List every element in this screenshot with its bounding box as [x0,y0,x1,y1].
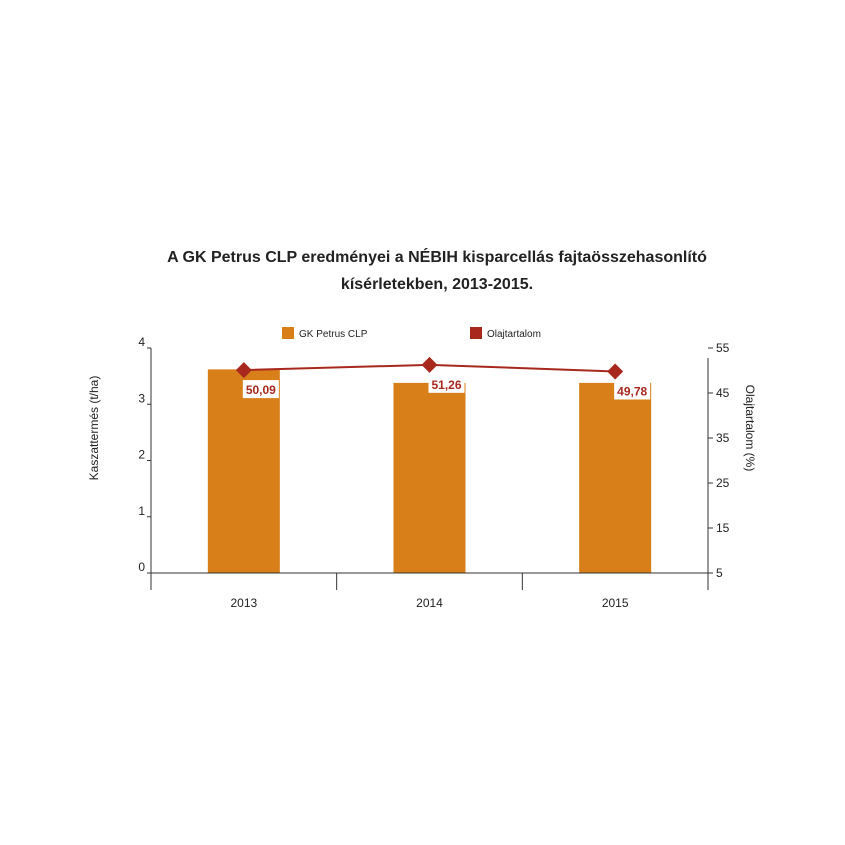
x-tick-label-2015: 2015 [602,596,629,610]
olajtartalom-point-2014 [421,356,438,373]
olajtartalom-point-2015 [607,363,624,380]
bar-2015 [579,382,652,573]
y-right-tick-label: 55 [716,341,730,355]
y-right-tick-label: 45 [716,386,730,400]
legend-label-line: Olajtartalom [487,329,541,340]
y-left-tick-label: 2 [138,448,145,462]
legend-swatch-bar [282,327,294,339]
y-left-tick-label: 1 [138,504,145,518]
y-right-tick-label: 15 [716,521,730,535]
bar-2014 [393,382,466,573]
y-left-axis-label: Kaszattermés (t/ha) [87,376,101,481]
data-label-2013: 50,09 [246,383,276,397]
y-right-tick-label: 25 [716,476,730,490]
data-label-bg [428,374,465,393]
y-left-tick-label: 3 [138,391,145,405]
y-right-axis-label: Olajtartalom (%) [743,385,757,472]
y-left-tick-label: 4 [138,335,145,349]
y-right-tick-label: 35 [716,431,730,445]
x-tick-label-2013: 2013 [230,596,257,610]
y-left-tick-label: 0 [138,560,145,574]
data-label-bg [614,381,651,400]
data-label-2015: 49,78 [617,384,647,398]
y-right-tick-label: 5 [716,566,723,580]
x-tick-label-2014: 2014 [416,596,443,610]
legend-swatch-line [470,327,482,339]
olajtartalom-point-2013 [235,362,252,379]
legend: GK Petrus CLP Olajtartalom [282,327,541,340]
data-label-2014: 51,26 [431,378,461,392]
bar-2013 [207,369,280,573]
chart-title-line1: A GK Petrus CLP eredményei a NÉBIH kispa… [167,247,707,266]
legend-label-bar: GK Petrus CLP [299,329,368,340]
data-label-bg [242,380,279,399]
chart-title-line2: kísérletekben, 2013-2015. [341,276,533,293]
